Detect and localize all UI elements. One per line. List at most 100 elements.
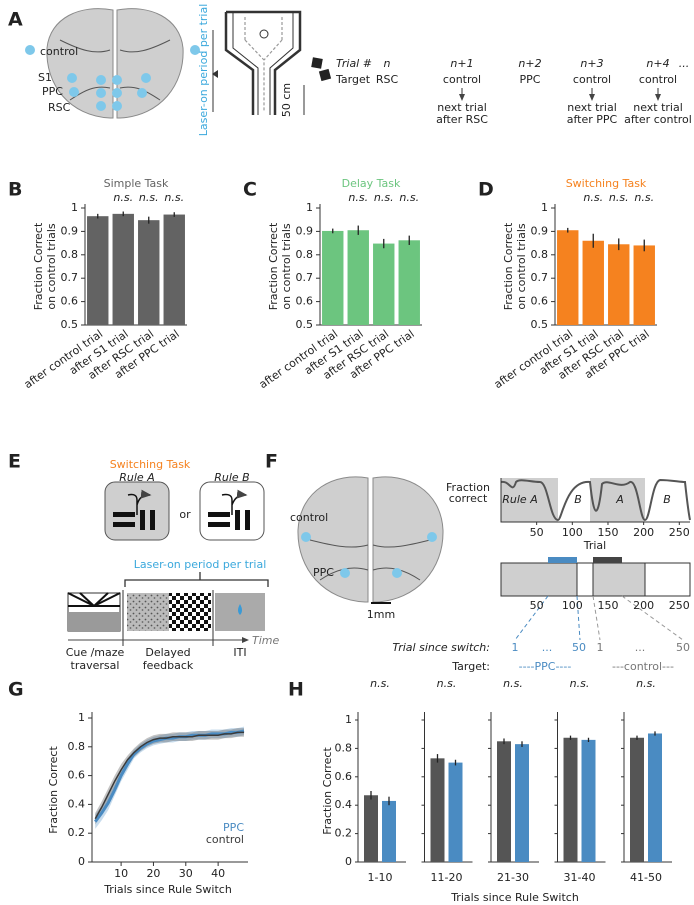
- block-label: B: [663, 493, 671, 506]
- since-control: ...: [635, 641, 646, 654]
- annotation: n.s.: [583, 191, 603, 204]
- since-label: Trial since switch:: [392, 641, 490, 654]
- trial-images: [67, 572, 269, 646]
- y-tick-label: 0.4: [68, 797, 86, 810]
- phase-label: feedback: [143, 659, 194, 672]
- target-label: Target:: [451, 660, 490, 673]
- annotation: n.s.: [634, 191, 654, 204]
- since-ppc: 1: [512, 641, 519, 654]
- scale-label: 1mm: [367, 608, 395, 621]
- y-axis-label: Fraction Correct: [267, 222, 280, 310]
- y-tick-label: 0.6: [68, 769, 86, 782]
- trial-note: next trial: [437, 101, 487, 114]
- y-tick-label: 0.6: [335, 770, 353, 783]
- panel-label: A: [8, 9, 23, 31]
- bar: [112, 213, 134, 325]
- x-tick-label: 250: [669, 599, 690, 612]
- x-tick-label: 200: [633, 599, 654, 612]
- trial-header: Trial #: [336, 57, 372, 70]
- y-axis-label: correct: [449, 492, 488, 505]
- legend-entry: control: [206, 833, 244, 846]
- since-ppc: 50: [572, 641, 586, 654]
- x-tick-label: 100: [562, 599, 583, 612]
- y-tick-label: 1: [71, 201, 78, 214]
- trial-target: control: [443, 73, 481, 86]
- x-tick-label: 100: [562, 526, 583, 539]
- y-axis-label: Fraction: [446, 481, 490, 494]
- since-control: 1: [597, 641, 604, 654]
- y-tick-label: 0: [78, 855, 85, 868]
- target-control: ---control---: [612, 660, 674, 673]
- panel-label: G: [8, 679, 24, 701]
- y-tick-label: 0.2: [68, 826, 86, 839]
- x-tick-label: 150: [597, 599, 618, 612]
- trial-note: next trial: [567, 101, 617, 114]
- since-ppc: ...: [542, 641, 553, 654]
- chart-title: Delay Task: [342, 177, 401, 190]
- bar: [322, 230, 344, 325]
- x-tick-label: 50: [530, 526, 544, 539]
- bar: [648, 733, 662, 862]
- x-tick-label: 20: [146, 867, 160, 880]
- brain-f: [297, 476, 444, 604]
- annotation: n.s.: [139, 191, 159, 204]
- trial-number: n+2: [518, 57, 541, 70]
- y-tick-label: 0.6: [61, 295, 79, 308]
- annotation: n.s.: [399, 191, 419, 204]
- trial-number: n+4: [646, 57, 669, 70]
- y-axis-label: Fraction Correct: [32, 222, 45, 310]
- x-axis-label: Trials since Rule Switch: [103, 883, 232, 896]
- rule-label: Rule B: [214, 471, 249, 484]
- x-tick-label: 11-20: [431, 871, 463, 884]
- annotation: n.s.: [503, 677, 523, 690]
- y-tick-label: 0.7: [61, 271, 79, 284]
- block-label: Rule A: [502, 493, 537, 506]
- y-axis-label: Fraction Correct: [47, 746, 60, 834]
- y-tick-label: 0.9: [296, 224, 314, 237]
- panel-title: Switching Task: [110, 458, 191, 471]
- panel-label: H: [288, 679, 304, 701]
- bar: [515, 744, 529, 862]
- annotation: n.s.: [164, 191, 184, 204]
- bar: [563, 737, 578, 862]
- x-tick-label: 31-40: [564, 871, 596, 884]
- x-tick-label: 30: [179, 867, 193, 880]
- line: [94, 731, 244, 820]
- trial-number: n: [384, 57, 391, 70]
- annotation: n.s.: [370, 677, 390, 690]
- y-tick-label: 0.8: [68, 740, 86, 753]
- bar: [430, 758, 445, 862]
- brain-label: PPC: [42, 85, 63, 98]
- brain-label: S1: [38, 71, 52, 84]
- trial-note: after PPC: [567, 113, 618, 126]
- bar: [608, 244, 630, 325]
- x-tick-label: 250: [669, 526, 690, 539]
- y-axis-label: Fraction Correct: [321, 747, 334, 835]
- panel-label: E: [8, 451, 21, 473]
- y-axis-label: on control trials: [45, 223, 58, 310]
- block-label: A: [615, 493, 624, 506]
- brain-label: PPC: [313, 566, 334, 579]
- y-tick-label: 0.7: [296, 271, 314, 284]
- trial-number: n+1: [450, 57, 473, 70]
- panel-label: C: [243, 179, 257, 201]
- error-band: [95, 728, 244, 825]
- bar: [582, 240, 604, 325]
- trial-number: n+3: [580, 57, 603, 70]
- trial-note: next trial: [633, 101, 683, 114]
- annotation: n.s.: [636, 677, 656, 690]
- brain-label: control: [40, 45, 78, 58]
- annotation: n.s.: [570, 677, 590, 690]
- trial-number: ...: [679, 57, 690, 70]
- rule-boxes: [104, 481, 265, 541]
- brain-label: control: [290, 511, 328, 524]
- trial-target: RSC: [376, 73, 399, 86]
- y-tick-label: 0.6: [531, 295, 549, 308]
- or-label: or: [179, 508, 191, 521]
- chart-title: Simple Task: [104, 177, 169, 190]
- phase-label: Delayed: [145, 646, 190, 659]
- y-tick-label: 0.5: [61, 318, 79, 331]
- bar: [581, 739, 596, 862]
- target-ppc: ----PPC----: [519, 660, 572, 673]
